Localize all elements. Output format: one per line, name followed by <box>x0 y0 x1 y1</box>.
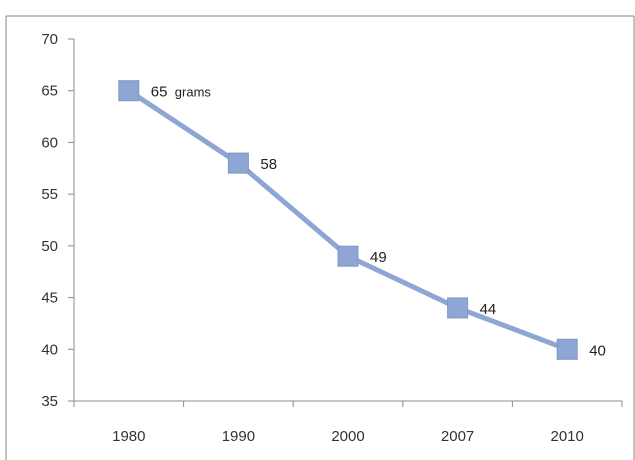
data-point-marker <box>556 338 578 360</box>
x-tick-label: 2007 <box>441 428 474 445</box>
data-point-marker <box>447 297 469 319</box>
data-labels-group: 65 grams 58 49 44 40 <box>151 84 606 360</box>
y-axis: 35 40 45 50 55 60 65 70 <box>41 31 75 410</box>
data-point-marker <box>118 80 140 102</box>
data-label: 44 <box>480 301 497 318</box>
y-tick-label: 60 <box>41 134 58 151</box>
data-point-marker <box>337 245 359 267</box>
data-label: 58 <box>260 156 277 173</box>
x-axis: 1980 1990 2000 2007 2010 <box>73 400 623 445</box>
data-label: 65 <box>151 84 168 101</box>
x-tick-label: 2000 <box>331 428 364 445</box>
y-tick-label: 55 <box>41 186 58 203</box>
x-tick-label: 1990 <box>222 428 255 445</box>
y-tick-label: 70 <box>41 31 58 48</box>
x-tick-label: 1980 <box>112 428 145 445</box>
y-tick-label: 45 <box>41 290 58 307</box>
y-tick-label: 50 <box>41 238 58 255</box>
data-label: 49 <box>370 249 387 266</box>
series-group <box>118 80 578 360</box>
y-tick-label: 35 <box>41 393 58 410</box>
series-line <box>126 88 570 352</box>
data-label-unit: grams <box>175 85 212 100</box>
y-tick-label: 65 <box>41 83 58 100</box>
x-tick-label: 2010 <box>551 428 584 445</box>
y-tick-label: 40 <box>41 341 58 358</box>
data-label: 40 <box>589 342 606 359</box>
data-point-marker <box>227 152 249 174</box>
